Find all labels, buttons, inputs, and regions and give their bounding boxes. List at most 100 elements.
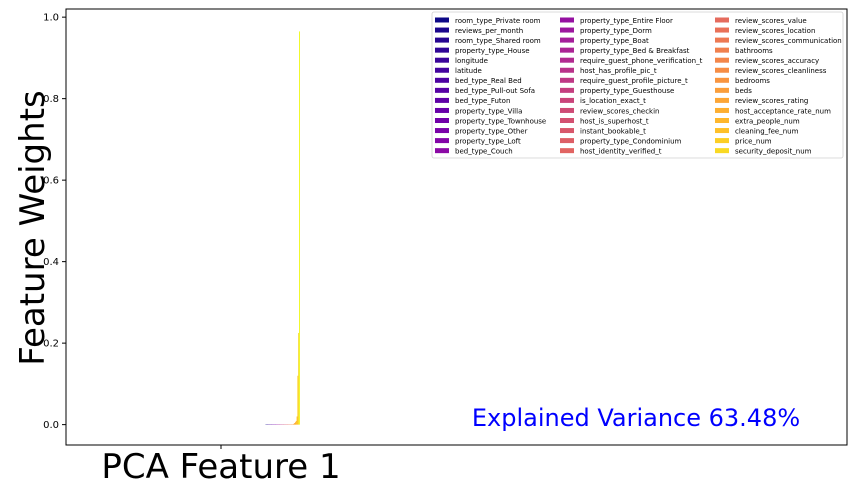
legend-label: instant_bookable_t [580,127,646,135]
legend-swatch [435,118,449,123]
legend-label: property_type_Dorm [580,27,652,35]
legend: room_type_Private roomreviews_per_monthr… [431,11,844,159]
legend-swatch [560,148,574,154]
explained-variance-annotation: Explained Variance 63.48% [472,404,800,432]
plot-frame [65,8,848,446]
legend-swatch [435,47,449,53]
y-tick-label: 0.2 [43,339,59,350]
legend-label: require_guest_phone_verification_t [580,57,703,65]
bar-group [265,31,300,425]
legend-swatch [715,37,729,43]
legend-swatch [435,87,449,93]
legend-box [431,11,844,159]
legend-label: property_type_Other [455,127,528,135]
legend-label: bed_type_Real Bed [455,77,522,85]
legend-label: latitude [455,67,482,75]
legend-label: property_type_Entire Floor [580,17,673,25]
legend-swatch [435,17,449,23]
legend-label: property_type_Bed & Breakfast [580,47,690,55]
legend-label: price_num [735,137,772,145]
x-tick-label: PCA Feature 1 [101,447,340,487]
legend-label: bedrooms [735,77,770,85]
legend-label: bathrooms [735,47,773,55]
bar [297,375,299,425]
legend-label: review_scores_cleanliness [735,67,827,75]
legend-label: review_scores_accuracy [735,57,819,65]
legend-swatch [560,107,574,113]
legend-swatch [715,148,729,154]
legend-label: property_type_Guesthouse [580,87,674,95]
legend-label: property_type_Boat [580,37,649,45]
x-axis: PCA Feature 1 [101,445,341,487]
legend-swatch [715,77,729,83]
legend-label: review_scores_checkin [580,107,659,115]
legend-swatch [560,37,574,43]
legend-swatch [435,148,449,154]
y-tick-label: 0.6 [43,176,59,187]
legend-label: host_identity_verified_t [580,147,662,155]
legend-swatch [435,67,449,73]
legend-label: property_type_House [455,47,530,55]
legend-label: property_type_Loft [455,137,521,145]
y-axis: 0.0 0.2 0.4 0.6 0.8 1.0 [43,13,66,431]
legend-swatch [715,138,729,144]
legend-swatch [715,118,729,123]
legend-label: room_type_Private room [455,17,541,25]
legend-swatch [715,87,729,93]
legend-label: bed_type_Couch [455,147,513,155]
legend-swatch [560,97,574,103]
y-tick-label: 0.8 [43,94,59,105]
legend-label: bed_type_Futon [455,97,510,105]
legend-swatch [715,107,729,113]
legend-swatch [560,138,574,144]
legend-swatch [560,47,574,53]
legend-label: review_scores_rating [735,97,808,105]
legend-swatch [560,67,574,73]
legend-swatch [560,57,574,63]
legend-swatch [715,27,729,33]
legend-label: bed_type_Pull-out Sofa [455,87,535,95]
legend-label: extra_people_num [735,117,800,125]
legend-label: longitude [455,57,488,65]
legend-swatch [560,87,574,93]
legend-swatch [715,57,729,63]
legend-swatch [435,77,449,83]
legend-label: host_has_profile_pic_t [580,67,657,75]
legend-swatch [435,128,449,134]
legend-swatch [560,77,574,83]
legend-label: review_scores_location [735,27,815,35]
legend-swatch [435,138,449,144]
legend-swatch [435,57,449,63]
legend-label: property_type_Townhouse [455,117,546,125]
legend-swatch [560,118,574,123]
legend-label: cleaning_fee_num [735,127,799,135]
legend-label: review_scores_value [735,17,807,25]
legend-label: beds [735,87,752,95]
y-tick-label: 0.0 [43,420,59,431]
bar [295,422,296,425]
legend-label: host_acceptance_rate_num [735,107,831,115]
legend-swatch [435,37,449,43]
legend-swatch [435,97,449,103]
legend-swatch [715,128,729,134]
bar [296,416,298,425]
legend-label: room_type_Shared room [455,37,541,45]
legend-swatch [435,27,449,33]
bar [299,31,300,425]
legend-label: reviews_per_month [455,27,523,35]
bar [295,420,297,425]
y-tick-label: 0.4 [43,257,59,268]
bar [294,422,296,425]
legend-label: is_location_exact_t [580,97,646,105]
legend-label: security_deposit_num [735,147,812,155]
bar [298,332,300,425]
legend-label: property_type_Villa [455,107,522,115]
legend-label: require_guest_profile_picture_t [580,77,688,85]
y-tick-label: 1.0 [43,13,59,24]
legend-swatch [560,27,574,33]
legend-label: host_is_superhost_t [580,117,649,125]
legend-swatch [560,128,574,134]
legend-label: review_scores_communication [735,37,842,45]
legend-swatch [715,17,729,23]
